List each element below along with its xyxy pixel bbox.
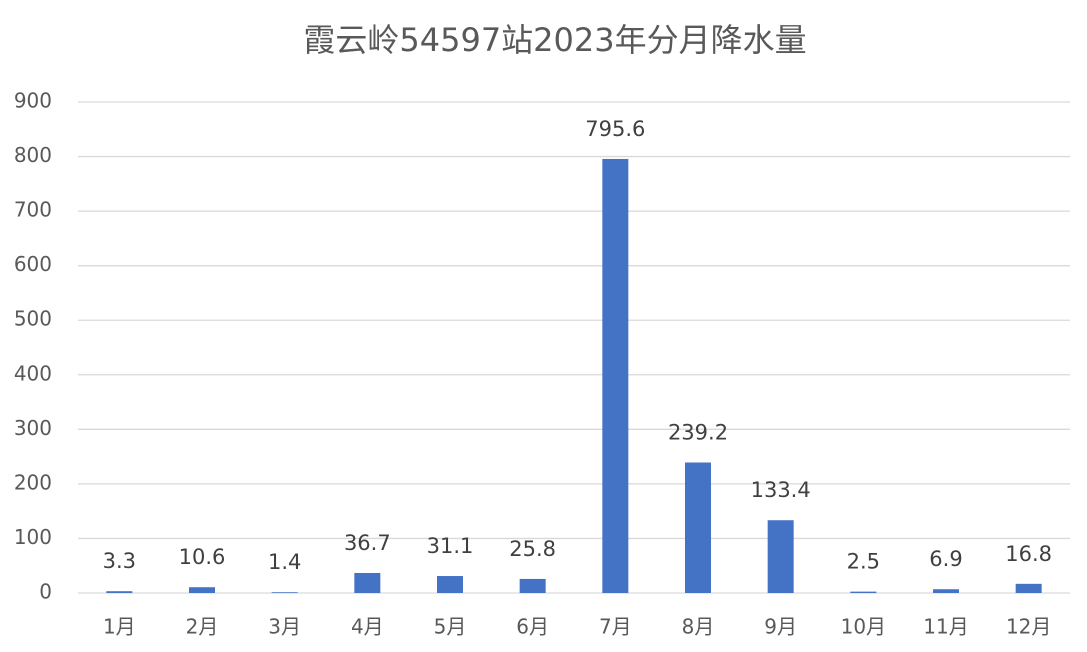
data-label: 3.3	[103, 549, 136, 573]
y-tick-label: 700	[14, 198, 52, 222]
x-tick-label: 9月	[764, 615, 797, 639]
x-tick-label: 4月	[351, 615, 384, 639]
y-tick-label: 100	[14, 525, 52, 549]
x-tick-label: 2月	[186, 615, 219, 639]
bar	[933, 589, 959, 593]
x-tick-label: 5月	[434, 615, 467, 639]
y-tick-label: 600	[14, 252, 52, 276]
x-tick-label: 10月	[841, 615, 886, 639]
data-label: 16.8	[1005, 542, 1052, 566]
data-label: 133.4	[751, 478, 811, 502]
bar	[519, 578, 546, 593]
chart-title: 霞云岭54597站2023年分月降水量	[303, 21, 806, 59]
x-tick-label: 3月	[268, 615, 301, 639]
bar	[354, 572, 381, 593]
y-tick-label: 800	[14, 143, 52, 167]
x-tick-label: 1月	[103, 615, 136, 639]
bar	[850, 591, 877, 593]
y-tick-label: 300	[14, 416, 52, 440]
y-tick-label: 900	[14, 89, 52, 113]
bar	[602, 158, 629, 593]
bar	[189, 587, 215, 593]
bar	[685, 462, 711, 593]
y-tick-label: 500	[14, 307, 52, 331]
y-tick-label: 0	[39, 580, 52, 604]
data-label: 1.4	[268, 550, 301, 574]
x-tick-label: 8月	[682, 615, 715, 639]
bar	[106, 591, 133, 593]
bar	[271, 592, 298, 593]
data-label: 6.9	[929, 547, 962, 571]
bar	[437, 576, 463, 593]
data-label: 25.8	[509, 537, 556, 561]
data-label: 31.1	[427, 534, 474, 558]
data-label: 795.6	[585, 117, 645, 141]
x-tick-label: 11月	[923, 615, 968, 639]
bar	[1015, 583, 1042, 593]
x-tick-label: 12月	[1006, 615, 1051, 639]
data-label: 2.5	[847, 550, 880, 574]
data-label: 36.7	[344, 531, 391, 555]
x-tick-label: 7月	[599, 615, 632, 639]
x-tick-label: 6月	[516, 615, 549, 639]
data-label: 10.6	[179, 545, 226, 569]
y-tick-label: 400	[14, 361, 52, 385]
data-label: 239.2	[668, 421, 728, 445]
bar	[767, 520, 794, 593]
y-tick-label: 200	[14, 470, 52, 494]
